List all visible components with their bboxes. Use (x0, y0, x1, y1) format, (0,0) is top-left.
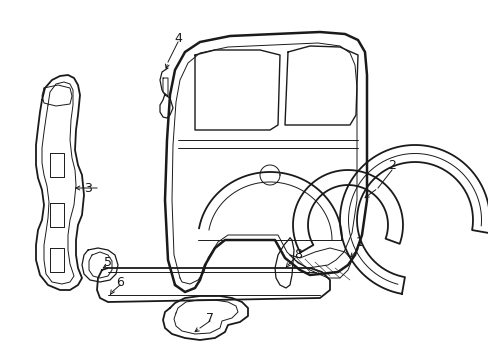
Text: 5: 5 (104, 256, 112, 269)
Text: 4: 4 (174, 32, 182, 45)
Text: 3: 3 (84, 181, 92, 194)
Text: 1: 1 (355, 235, 363, 248)
Text: 8: 8 (293, 248, 302, 261)
Text: 2: 2 (387, 158, 395, 171)
Text: 6: 6 (116, 275, 123, 288)
Text: 7: 7 (205, 311, 214, 324)
